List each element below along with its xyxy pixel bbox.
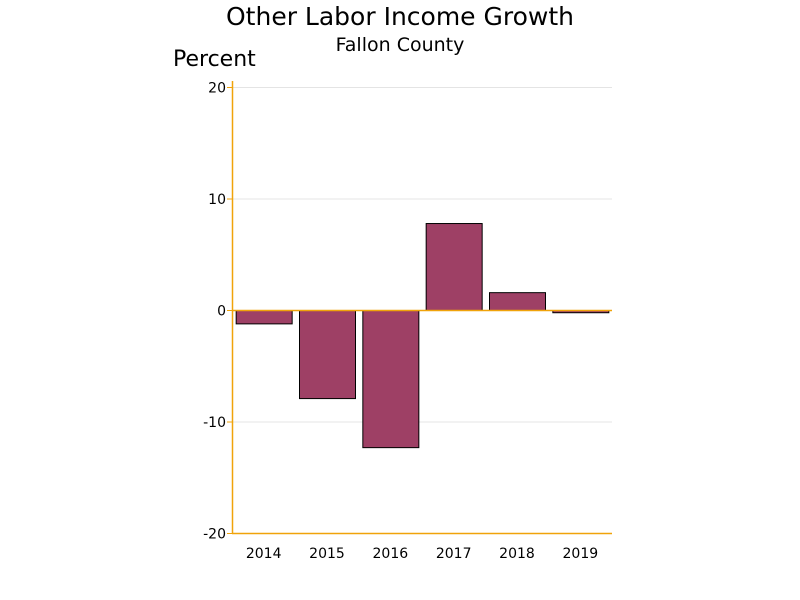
bar-2015 [299,310,356,400]
bar-2016 [362,310,420,449]
chart-title: Other Labor Income Growth [226,2,574,31]
x-tick-label: 2014 [246,546,282,562]
y-tick-label: 20 [208,81,226,97]
bar-2018 [489,292,546,312]
chart-subtitle: Fallon County [335,34,465,56]
bars [235,223,610,449]
x-tick-label: 2016 [373,546,409,562]
axes [231,81,612,535]
y-axis-label: Percent [173,47,256,72]
x-tick-label: 2018 [499,546,535,562]
x-axis-ticks: 2014 2015 2016 2017 2018 2019 [246,546,598,562]
bar-2017 [425,223,483,311]
bar-2014 [235,310,293,325]
x-tick-label: 2017 [436,546,472,562]
x-tick-label: 2019 [563,546,599,562]
y-tick-label: 0 [217,304,226,320]
y-tick-label: -20 [203,527,226,543]
y-tick-label: 10 [208,192,226,208]
y-axis-ticks: 20 10 0 -10 -20 [203,81,232,543]
x-tick-label: 2015 [309,546,345,562]
y-tick-label: -10 [203,415,226,431]
